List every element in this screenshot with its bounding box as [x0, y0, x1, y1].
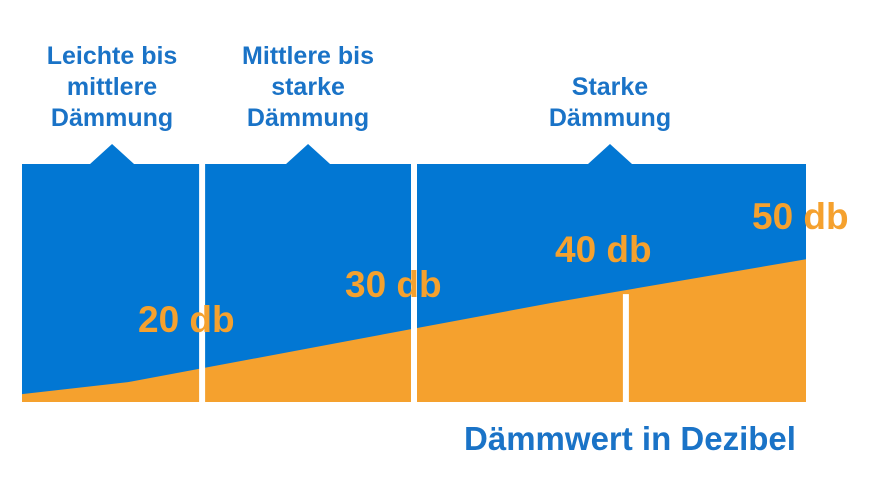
- category-label-2-line-1: Mittlere bis: [242, 42, 374, 70]
- band-divider-2: [411, 162, 417, 403]
- category-label-2-line-2: starke: [271, 73, 345, 101]
- category-labels: Leichte bis mittlere Dämmung Mittlere bis st…: [47, 42, 671, 132]
- value-label-50: 50 db: [752, 196, 849, 237]
- band-divider-1: [199, 162, 206, 403]
- value-labels: 20 db 30 db 40 db 50 db: [138, 196, 849, 340]
- category-label-1-line-2: mittlere: [67, 73, 157, 101]
- band-divider-3: [622, 294, 629, 403]
- band-dividers: [199, 162, 629, 403]
- category-band-2: [202, 144, 414, 402]
- category-label-1-line-3: Dämmung: [51, 104, 173, 132]
- category-band-1: [22, 144, 203, 402]
- value-label-30: 30 db: [345, 264, 442, 305]
- value-label-40: 40 db: [555, 229, 652, 270]
- value-label-20: 20 db: [138, 299, 235, 340]
- x-axis-title: Dämmwert in Dezibel: [464, 420, 796, 457]
- category-label-2-line-3: Dämmung: [247, 104, 369, 132]
- category-label-1-line-1: Leichte bis: [47, 42, 178, 70]
- category-label-3-line-2: Dämmung: [549, 104, 671, 132]
- category-label-3-line-1: Starke: [572, 73, 649, 101]
